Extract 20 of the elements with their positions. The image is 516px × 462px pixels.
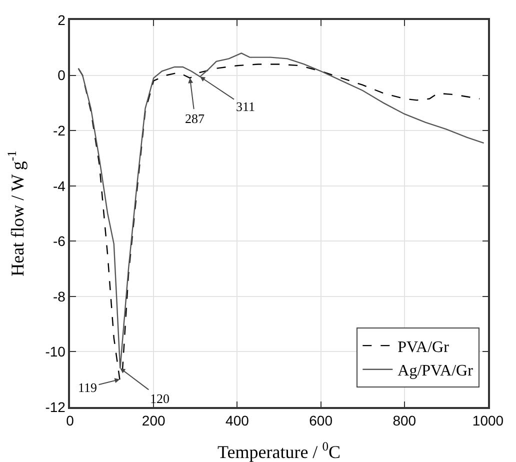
y-tick-label: 2 [58,12,66,28]
x-tick-label: 200 [142,412,166,429]
y-tick-label: 0 [58,67,66,84]
x-tick-label: 400 [226,412,250,429]
annotation: 287 [185,111,205,126]
x-axis-title: Temperature / $^{0}$C [218,439,340,462]
annotation: 311 [236,99,256,114]
y-tick-label: -6 [52,233,66,250]
x-tick-label: 800 [392,412,416,429]
x-tick-label: 600 [309,412,333,429]
y-tick-label: -4 [52,178,66,194]
y-tick-label: -8 [52,288,66,304]
annotation: 120 [150,391,170,406]
y-tick-label: -10 [45,344,66,360]
legend-label: PVA/Gr [398,338,450,356]
x-tick-label: 1000 [472,412,504,429]
y-tick-label: -12 [45,398,66,415]
legend-label: Ag/PVA/Gr [398,362,474,380]
annotation: 119 [78,380,98,395]
y-tick-label: -2 [52,122,66,138]
